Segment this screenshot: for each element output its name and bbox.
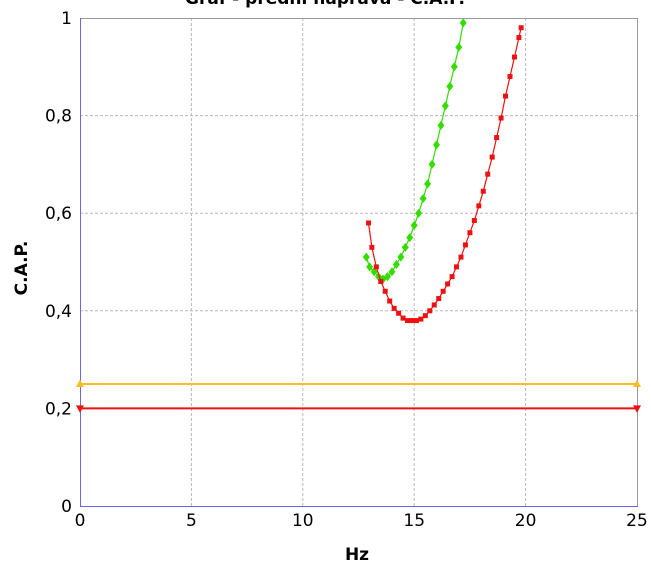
- data-point: [370, 267, 378, 277]
- data-point: [511, 54, 517, 60]
- data-point: [518, 25, 524, 31]
- data-point: [415, 208, 423, 218]
- data-point: [428, 159, 436, 169]
- y-tick-label: 0: [61, 497, 72, 517]
- data-point: [409, 318, 415, 324]
- data-point: [440, 288, 446, 294]
- data-point: [400, 315, 406, 321]
- y-tick-label: 0,4: [45, 302, 72, 322]
- plot-frame: [80, 18, 638, 507]
- data-point: [373, 264, 379, 270]
- y-tick-label: 0,8: [45, 107, 72, 127]
- y-tick-label: 0,2: [45, 399, 72, 419]
- data-point: [378, 279, 384, 285]
- series-1: [362, 18, 467, 284]
- y-axis-label: C.A.P.: [12, 241, 32, 296]
- data-point: [366, 262, 374, 272]
- data-point: [494, 135, 500, 141]
- data-point: [503, 93, 509, 99]
- x-tick-label: 10: [292, 511, 314, 531]
- data-point: [383, 272, 391, 282]
- data-point: [489, 154, 495, 160]
- series-3: [76, 379, 641, 387]
- data-point: [633, 405, 641, 413]
- y-tick-label: 1: [61, 9, 72, 29]
- data-point: [633, 379, 641, 387]
- data-point: [406, 233, 414, 243]
- data-point: [454, 264, 460, 270]
- x-tick-label: 0: [75, 511, 86, 531]
- data-point: [413, 318, 419, 324]
- x-tick-label: 25: [626, 511, 648, 531]
- series-line: [365, 22, 464, 280]
- data-point: [387, 298, 393, 304]
- data-point: [382, 288, 388, 294]
- data-point: [392, 259, 400, 269]
- data-point: [450, 62, 458, 72]
- series-2: [366, 25, 524, 324]
- data-point: [441, 101, 449, 111]
- y-tick-label: 0,6: [45, 204, 72, 224]
- series-line: [367, 27, 522, 322]
- data-point: [397, 252, 405, 262]
- data-point: [422, 313, 428, 319]
- data-point: [418, 316, 424, 322]
- data-point: [459, 18, 467, 28]
- data-point: [498, 115, 504, 121]
- data-point: [516, 35, 522, 41]
- data-point: [405, 318, 411, 324]
- data-point: [455, 42, 463, 52]
- data-point: [76, 379, 84, 387]
- x-tick-label: 15: [403, 511, 425, 531]
- data-point: [446, 81, 454, 91]
- data-point: [419, 194, 427, 204]
- data-point: [401, 242, 409, 252]
- data-point: [458, 254, 464, 260]
- data-point: [445, 281, 451, 287]
- data-point: [480, 188, 486, 194]
- grid: [80, 18, 637, 506]
- data-point: [507, 74, 513, 80]
- data-point: [388, 267, 396, 277]
- data-point: [391, 305, 397, 311]
- data-point: [437, 120, 445, 130]
- x-tick-label: 5: [186, 511, 197, 531]
- series-layer: [76, 18, 641, 413]
- chart-title: Graf - přední náprava - C.A.P.: [185, 0, 465, 9]
- data-point: [436, 296, 442, 302]
- tick-labels: 0 5 10 15 20 25 0 0,2 0,4 0,6 0,8 1: [45, 9, 648, 531]
- data-point: [431, 302, 437, 308]
- data-point: [449, 274, 455, 280]
- series-4: [76, 405, 641, 413]
- data-point: [366, 220, 372, 226]
- data-point: [396, 310, 402, 316]
- data-point: [76, 405, 84, 413]
- data-point: [427, 308, 433, 314]
- x-axis-label: Hz: [345, 545, 369, 565]
- data-point: [369, 244, 375, 250]
- data-point: [432, 140, 440, 150]
- data-point: [485, 171, 491, 177]
- data-point: [410, 220, 418, 230]
- x-tick-label: 20: [515, 511, 537, 531]
- data-point: [424, 179, 432, 189]
- data-point: [471, 218, 477, 224]
- data-point: [462, 242, 468, 248]
- data-point: [362, 252, 370, 262]
- data-point: [476, 203, 482, 209]
- data-point: [467, 230, 473, 236]
